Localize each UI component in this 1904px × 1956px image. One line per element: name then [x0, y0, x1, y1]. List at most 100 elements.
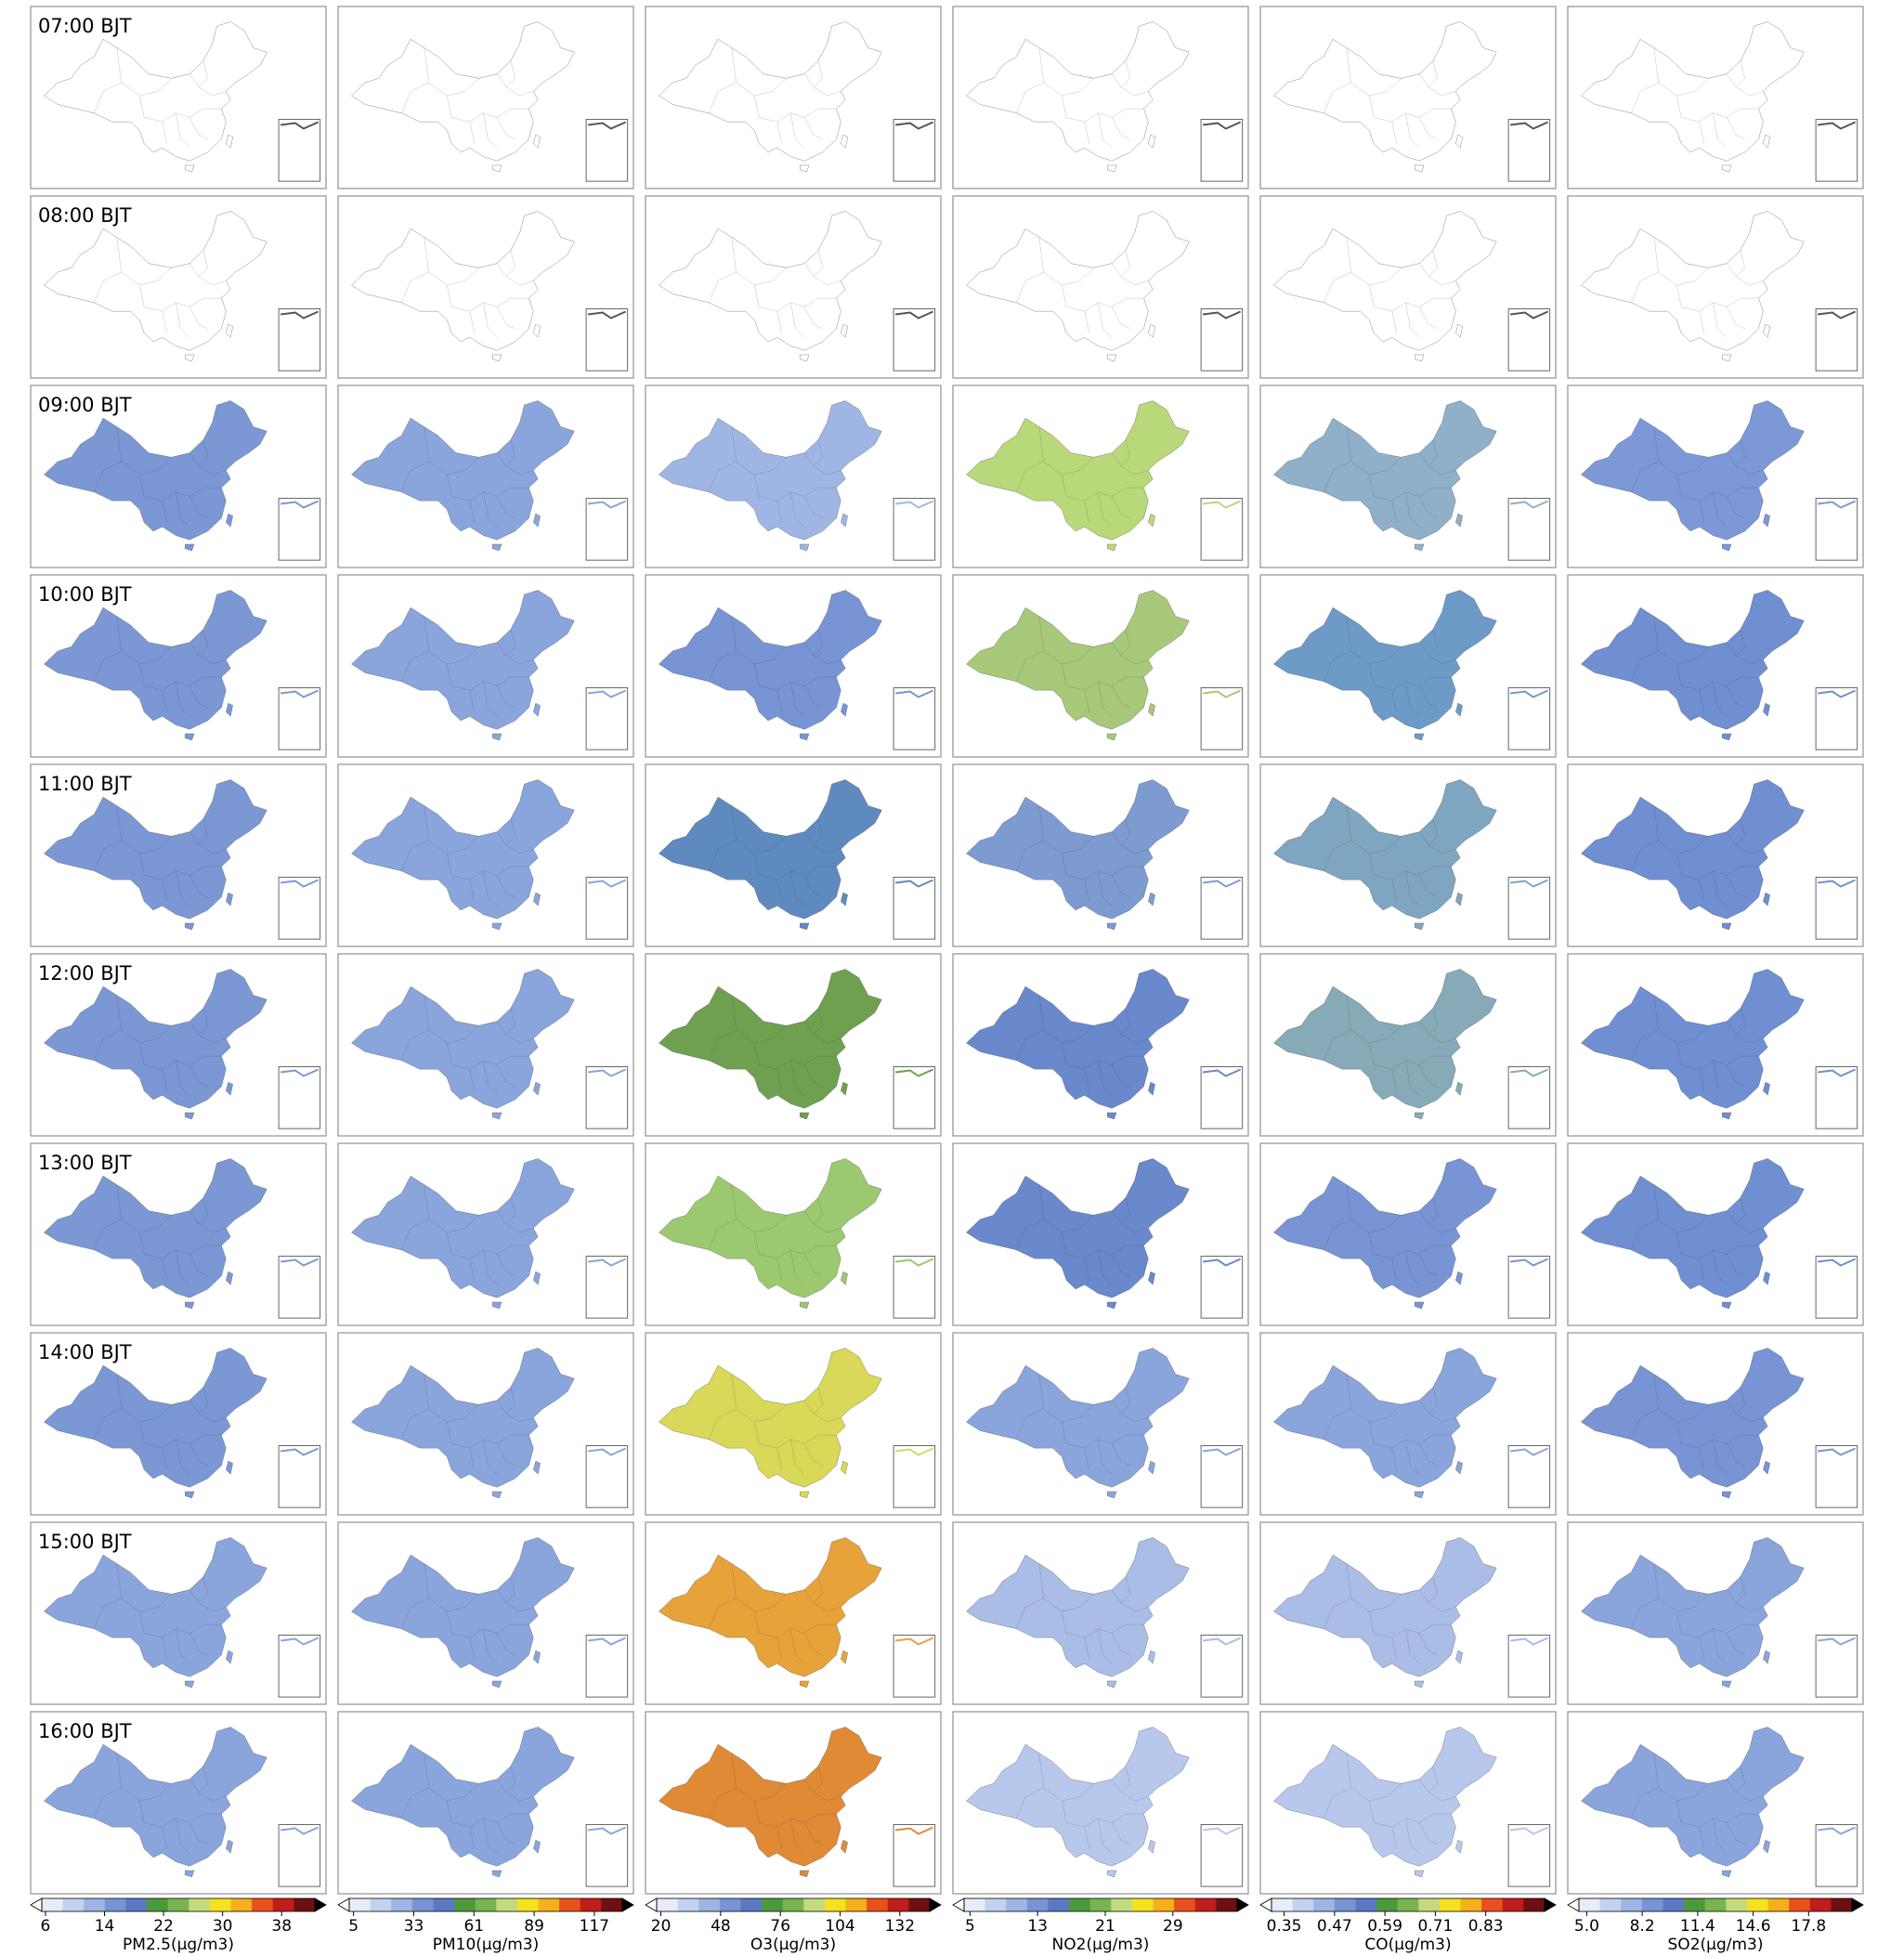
time-label: 11:00 BJT: [38, 773, 132, 795]
colorbar-extend-low: [952, 1897, 965, 1912]
inset-coast: [894, 1447, 934, 1456]
map-panel: [1259, 385, 1557, 568]
inset-coast: [280, 1258, 320, 1267]
colorbar-tick-label: 89: [524, 1917, 544, 1936]
inset-frame: [585, 1824, 629, 1887]
inset-frame: [1507, 1256, 1551, 1319]
inset-coast: [1202, 121, 1242, 130]
map-panel: 13:00 BJT: [30, 1142, 327, 1326]
inset-frame: [278, 1445, 321, 1508]
colorbar-tick-label: 22: [153, 1917, 174, 1936]
colorbar: 5.0 8.2 11.4 14.6 17.8 SO2(μg/m3): [1567, 1897, 1864, 1954]
colorbar-segment: [1789, 1898, 1811, 1911]
inset-frame: [1507, 1824, 1551, 1887]
inset-coast: [587, 310, 627, 319]
inset-coast: [587, 879, 627, 888]
colorbar-segment: [496, 1898, 518, 1911]
inset-coast: [1509, 310, 1549, 319]
inset-coast: [280, 879, 320, 888]
colorbar-tick-label: 21: [1095, 1917, 1115, 1936]
colorbar-extend-low: [1259, 1897, 1272, 1912]
colorbar-tick-label: 14: [95, 1917, 115, 1936]
map-panel: [337, 6, 634, 189]
colorbar-segment: [1194, 1898, 1217, 1911]
colorbar-segment: [391, 1898, 413, 1911]
colorbar-segment: [762, 1898, 784, 1911]
colorbar-segment: [538, 1898, 560, 1911]
colorbar-tick-label: 76: [770, 1917, 790, 1936]
colorbar-segment: [1767, 1898, 1790, 1911]
colorbar-segment: [104, 1898, 126, 1911]
inset-coast: [1509, 121, 1549, 130]
inset-coast: [280, 121, 320, 130]
colorbar-segment: [740, 1898, 763, 1911]
time-label: 16:00 BJT: [38, 1720, 132, 1742]
map-panel: [952, 763, 1249, 947]
map-panel: [645, 385, 942, 568]
inset-coast: [1509, 689, 1549, 698]
colorbar-tick-label: 0.71: [1417, 1917, 1453, 1936]
colorbar-segment: [1641, 1898, 1663, 1911]
colorbar-segment: [1726, 1898, 1748, 1911]
inset-frame: [585, 1635, 629, 1698]
inset-coast: [1509, 1258, 1549, 1267]
colorbar-frame: [1271, 1897, 1545, 1912]
colorbar-extend-high: [621, 1897, 634, 1912]
colorbar-segment: [1746, 1898, 1769, 1911]
colorbar-tick-label: 38: [271, 1917, 292, 1936]
inset-coast: [1817, 879, 1857, 888]
colorbar-tick-label: 11.4: [1680, 1917, 1715, 1936]
colorbar-tick-label: 33: [404, 1917, 424, 1936]
colorbar-segment: [1048, 1898, 1070, 1911]
inset-coast: [894, 310, 934, 319]
inset-frame: [278, 498, 321, 561]
inset-frame: [1200, 498, 1244, 561]
colorbar-segment: [559, 1898, 581, 1911]
inset-frame: [893, 1256, 936, 1319]
inset-coast: [1509, 1068, 1549, 1077]
inset-coast: [587, 121, 627, 130]
map-panel: [952, 195, 1249, 379]
colorbar-segment: [411, 1898, 434, 1911]
colorbar-segment: [1111, 1898, 1133, 1911]
map-panel: [952, 1711, 1249, 1895]
colorbar: 20 48 76 104 132 O3(μg/m3): [645, 1897, 942, 1954]
inset-coast: [280, 310, 320, 319]
inset-frame: [1507, 687, 1551, 750]
inset-coast: [1509, 500, 1549, 509]
inset-frame: [585, 1445, 629, 1508]
inset-coast: [1817, 1447, 1857, 1456]
colorbar-segment: [580, 1898, 602, 1911]
map-panel: [952, 1332, 1249, 1516]
colorbar-segment: [845, 1898, 867, 1911]
map-panel: [337, 953, 634, 1137]
map-panel: [337, 763, 634, 947]
colorbar-tick-label: 29: [1163, 1917, 1183, 1936]
colorbar-segment: [1355, 1898, 1377, 1911]
inset-coast: [894, 1637, 934, 1646]
inset-frame: [893, 1635, 936, 1698]
inset-frame: [278, 1256, 321, 1319]
map-panel: [1567, 574, 1864, 758]
inset-coast: [1817, 1637, 1857, 1646]
colorbar-segment: [1621, 1898, 1643, 1911]
map-panel: [645, 1142, 942, 1326]
inset-coast: [1817, 1068, 1857, 1077]
inset-frame: [893, 1066, 936, 1129]
map-panel: [1567, 953, 1864, 1137]
map-panel: 08:00 BJT: [30, 195, 327, 379]
inset-coast: [894, 1258, 934, 1267]
inset-frame: [1200, 877, 1244, 940]
inset-coast: [587, 1258, 627, 1267]
colorbar: 5 33 61 89 117 PM10(μg/m3): [337, 1897, 634, 1954]
colorbar-segment: [803, 1898, 826, 1911]
inset-frame: [278, 119, 321, 182]
map-panel: [1567, 1332, 1864, 1516]
inset-frame: [1815, 687, 1858, 750]
inset-frame: [1815, 1256, 1858, 1319]
inset-frame: [1815, 1066, 1858, 1129]
colorbar-segment: [1809, 1898, 1832, 1911]
map-panel: [952, 1142, 1249, 1326]
inset-coast: [1817, 121, 1857, 130]
inset-coast: [894, 500, 934, 509]
